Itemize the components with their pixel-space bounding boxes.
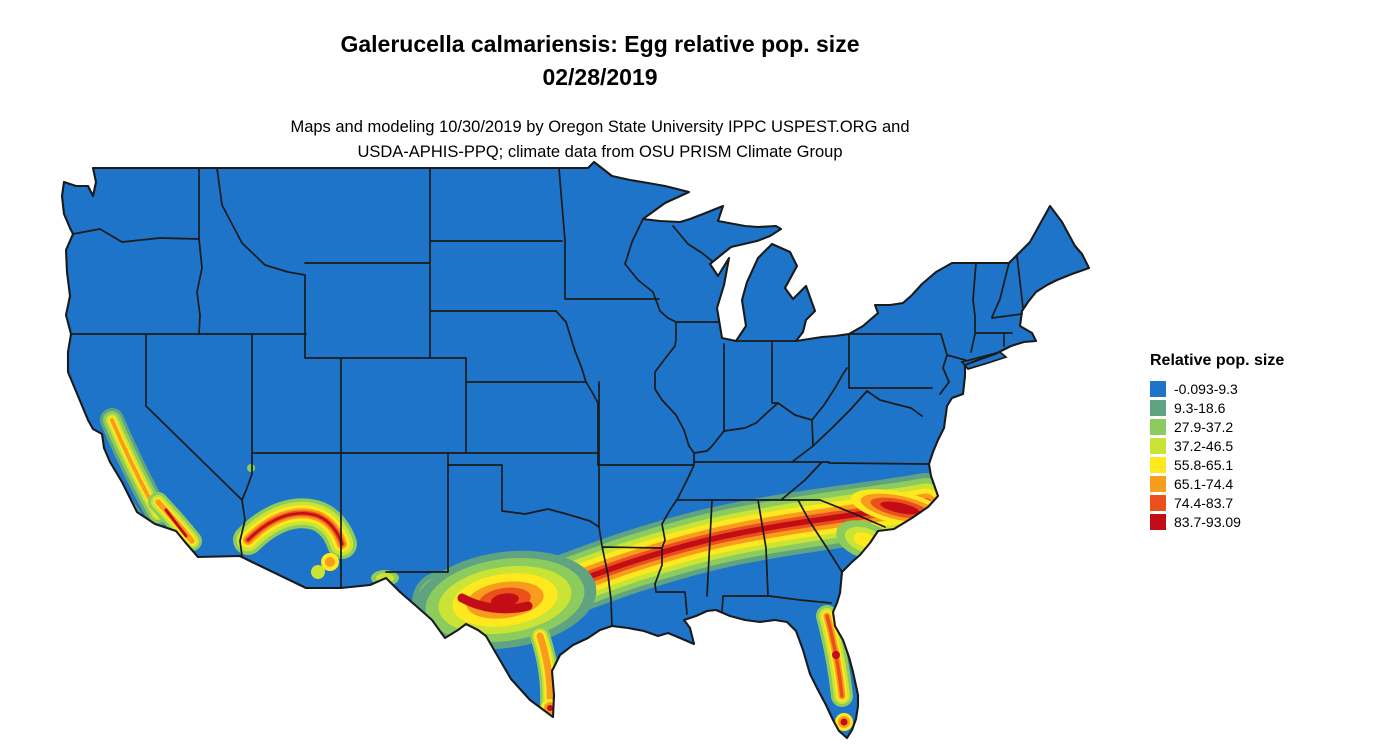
az-se-yellowgreen (311, 565, 325, 579)
legend-item: 74.4-83.7 (1150, 493, 1390, 512)
legend-label: 83.7-93.09 (1174, 513, 1241, 530)
carolina-blob-red (880, 501, 920, 515)
florida-tip-red (840, 718, 848, 726)
state-boundaries (70, 167, 1024, 627)
legend-swatch (1150, 456, 1166, 473)
ca-speck-3 (117, 489, 123, 495)
legend-label: 27.9-37.2 (1174, 418, 1234, 435)
title-block: Galerucella calmariensis: Egg relative p… (0, 30, 1200, 92)
legend-swatch (1150, 475, 1166, 492)
legend-swatch (1150, 380, 1166, 397)
us-outline (60, 160, 1091, 740)
legend-label: 37.2-46.5 (1174, 437, 1234, 454)
florida-red-spot (832, 651, 840, 659)
legend-label: 9.3-18.6 (1174, 399, 1226, 416)
legend-item: 65.1-74.4 (1150, 474, 1390, 493)
legend-swatch (1150, 418, 1166, 435)
legend-title: Relative pop. size (1150, 352, 1285, 369)
az-red (246, 512, 344, 546)
legend-item: 83.7-93.09 (1150, 512, 1390, 531)
legend-item: -0.093-9.3 (1150, 379, 1390, 398)
socal-red-streak (164, 508, 188, 538)
legend-item: 37.2-46.5 (1150, 436, 1390, 455)
legend-label: -0.093-9.3 (1174, 380, 1238, 397)
legend: Relative pop. size -0.093-9.3 9.3-18.6 2… (1150, 352, 1390, 531)
subtitle-line-1: Maps and modeling 10/30/2019 by Oregon S… (290, 118, 910, 136)
legend-swatch (1150, 399, 1166, 416)
legend-label: 65.1-74.4 (1174, 475, 1234, 492)
legend-swatch (1150, 513, 1166, 530)
texas-red-streak (457, 593, 533, 614)
texas-blob-red (491, 593, 519, 607)
legend-item: 27.9-37.2 (1150, 417, 1390, 436)
az-se-orange (325, 557, 335, 567)
nv-speck (247, 464, 255, 472)
legend-swatch (1150, 494, 1166, 511)
map-title: Galerucella calmariensis: Egg relative p… (340, 31, 860, 57)
subtitle-block: Maps and modeling 10/30/2019 by Oregon S… (0, 115, 1200, 165)
continental-us-fill (62, 162, 1089, 738)
heat-overlay (93, 408, 957, 731)
legend-label: 74.4-83.7 (1174, 494, 1234, 511)
map-borders (60, 160, 1091, 740)
ca-speck-2 (103, 466, 111, 474)
legend-swatch (1150, 437, 1166, 454)
legend-item: 55.8-65.1 (1150, 455, 1390, 474)
subtitle-line-2: USDA-APHIS-PPQ; climate data from OSU PR… (357, 143, 843, 161)
stx-tip-red (547, 705, 553, 711)
legend-label: 55.8-65.1 (1174, 456, 1234, 473)
legend-item: 9.3-18.6 (1150, 398, 1390, 417)
map-title-date: 02/28/2019 (542, 63, 658, 90)
